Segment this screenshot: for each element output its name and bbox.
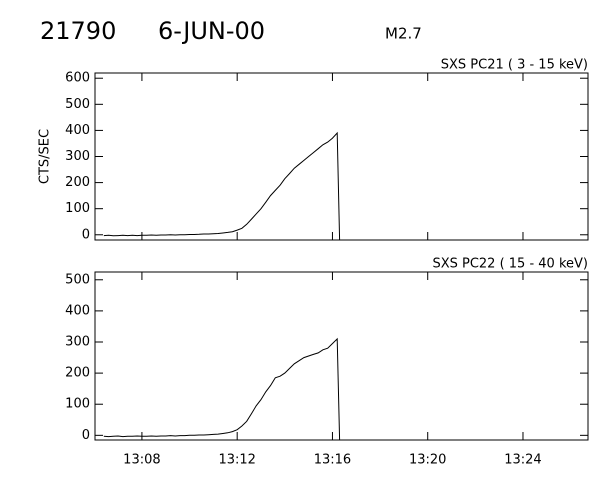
panel-title: SXS PC22 ( 15 - 40 keV) (432, 257, 588, 272)
plot-frame (94, 72, 589, 241)
x-tick-label: 13:16 (314, 453, 351, 468)
y-tick-label: 500 (65, 97, 90, 112)
x-tick-label: 13:12 (218, 453, 255, 468)
panel-title: SXS PC21 ( 3 - 15 keV) (441, 58, 588, 73)
event-date: 6-JUN-00 (158, 17, 265, 45)
y-tick-label: 300 (65, 149, 90, 164)
y-tick-label: 400 (65, 123, 90, 138)
plot-frame (94, 271, 589, 441)
y-tick-label: 100 (65, 201, 90, 216)
y-tick-label: 400 (65, 303, 90, 318)
y-tick-label: 100 (65, 397, 90, 412)
y-tick-label: 500 (65, 272, 90, 287)
event-id: 21790 (40, 17, 116, 45)
y-tick-label: 200 (65, 366, 90, 381)
y-axis-label: CTS/SEC (38, 129, 53, 184)
y-tick-label: 0 (82, 227, 90, 242)
y-tick-label: 0 (82, 428, 90, 443)
x-tick-label: 13:20 (409, 453, 446, 468)
y-tick-label: 600 (65, 71, 90, 86)
flare-class: M2.7 (385, 25, 422, 43)
y-tick-label: 300 (65, 335, 90, 350)
x-tick-label: 13:08 (123, 453, 160, 468)
x-tick-label: 13:24 (504, 453, 541, 468)
y-tick-label: 200 (65, 175, 90, 190)
data-line (103, 337, 341, 441)
data-line (103, 131, 341, 241)
